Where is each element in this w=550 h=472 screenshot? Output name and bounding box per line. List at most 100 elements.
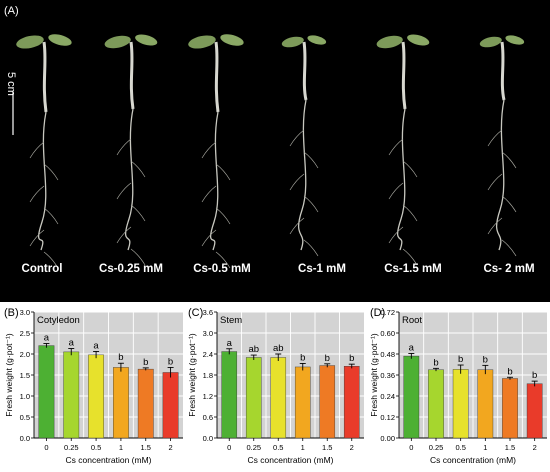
treatment-caption: Cs-0.5 mM (193, 263, 251, 275)
significance-letter: b (300, 352, 305, 363)
lateral-root (116, 138, 132, 156)
cotyledon-leaf (281, 36, 304, 48)
lateral-root (215, 251, 231, 269)
y-axis-label: Fresh weight (g·pot⁻¹) (187, 333, 197, 417)
chart-title: Root (402, 315, 422, 326)
cotyledon-leaf (135, 34, 158, 46)
y-tick-label: 0.00 (380, 434, 395, 443)
seedling-photo: (A) 5 cm Control Cs-0.25 mM Cs-0.5 mM Cs-1 … (0, 0, 550, 302)
significance-letter: b (458, 354, 463, 365)
lateral-root (116, 182, 132, 200)
seedling-root (124, 108, 134, 251)
bar (428, 369, 444, 439)
significance-letter: a (409, 342, 415, 353)
bar (403, 355, 420, 439)
lateral-root (215, 207, 231, 225)
x-axis-label: Cs concentration (mM) (248, 455, 334, 465)
significance-letter: b (325, 353, 330, 364)
seedling (16, 34, 72, 269)
lateral-root (303, 239, 319, 257)
seedlings (16, 34, 525, 269)
bar (113, 367, 129, 439)
treatment-caption: Cs-1.5 mM (384, 263, 442, 275)
y-tick-label: 0.48 (380, 350, 395, 359)
cotyledon-leaf (307, 35, 327, 45)
seedling-stem (401, 41, 407, 110)
x-tick-label: 2 (533, 443, 537, 452)
bar (270, 357, 287, 439)
seedling-photo-drawing: (A) 5 cm Control Cs-0.25 mM Cs-0.5 mM Cs-1 … (4, 5, 535, 275)
lateral-root (402, 204, 418, 222)
lateral-root (501, 151, 517, 169)
y-tick-label: 3.0 (203, 329, 213, 338)
significance-letter: b (118, 352, 123, 363)
lateral-root (43, 163, 59, 181)
lateral-root (29, 185, 45, 203)
y-tick-label: 2.5 (20, 329, 30, 338)
y-tick-label: 1.0 (20, 392, 30, 401)
bar (526, 383, 543, 439)
x-tick-label: 0.25 (246, 443, 261, 452)
significance-letter: b (168, 356, 173, 367)
lateral-root (215, 163, 231, 181)
y-tick-label: 0.5 (20, 413, 30, 422)
lateral-root (487, 173, 503, 191)
y-tick-label: 0.0 (203, 434, 213, 443)
lateral-root (130, 248, 146, 266)
significance-letter: b (143, 357, 148, 368)
seedling-root (209, 111, 219, 251)
lateral-root (130, 160, 146, 178)
y-tick-label: 0.36 (380, 371, 395, 380)
seedling-root (297, 99, 307, 251)
lateral-root (388, 182, 404, 200)
seedling-stem (129, 41, 135, 110)
y-axis-label: Fresh weight (g·pot⁻¹) (369, 333, 379, 417)
chart-stem: (C) 0.0 0.6 1.2 1.8 2.4 3.0 3.6 Stem a 0 ab 0.25 ab 0.… (187, 307, 364, 465)
lateral-root (501, 195, 517, 213)
bar (319, 365, 336, 439)
x-axis-label: Cs concentration (mM) (430, 455, 516, 465)
lateral-root (487, 129, 503, 147)
lateral-root (201, 229, 217, 247)
seedling-root (495, 99, 505, 251)
bar (502, 378, 518, 439)
bar (221, 351, 238, 439)
treatment-caption: Cs-1 mM (298, 263, 346, 275)
cotyledon-leaf (220, 34, 244, 46)
cotyledon-leaf (188, 35, 216, 49)
cotyledon-leaf (376, 35, 403, 49)
x-tick-label: 0 (227, 443, 231, 452)
chart-root: (D) 0.00 0.12 0.24 0.36 0.48 0.60 0.72 Root a 0 b 0.… (369, 307, 547, 465)
chart-cotyledon: (B) 0.0 0.5 1.0 1.5 2.0 2.5 3.0 Cotyledon a 0 a 0.25… (4, 307, 183, 465)
lateral-root (402, 160, 418, 178)
x-tick-label: 1.5 (141, 443, 151, 452)
lateral-root (289, 173, 305, 191)
chart-title: Stem (220, 315, 242, 326)
significance-letter: b (532, 370, 537, 381)
lateral-root (487, 217, 503, 235)
bar (294, 366, 311, 439)
seedling-root (37, 111, 47, 251)
lateral-root (501, 239, 517, 257)
y-tick-label: 0.72 (380, 308, 395, 317)
cotyledon-leaf (104, 35, 131, 49)
lateral-root (130, 204, 146, 222)
bar (38, 345, 55, 439)
seedling (188, 34, 244, 269)
x-axis-label: Cs concentration (mM) (66, 455, 152, 465)
y-tick-label: 3.6 (203, 308, 213, 317)
x-tick-label: 2 (350, 443, 354, 452)
significance-letter: a (227, 338, 233, 349)
bar (63, 351, 80, 439)
lateral-root (43, 251, 59, 269)
x-tick-label: 0 (409, 443, 413, 452)
significance-letter: a (93, 340, 99, 351)
seedling (104, 34, 158, 266)
treatment-caption: Cs-0.25 mM (99, 263, 163, 275)
significance-letter: b (349, 353, 354, 364)
bar (162, 372, 179, 439)
y-tick-label: 1.5 (20, 371, 30, 380)
significance-letter: a (44, 333, 50, 344)
lateral-root (303, 151, 319, 169)
y-tick-label: 0.12 (380, 413, 395, 422)
